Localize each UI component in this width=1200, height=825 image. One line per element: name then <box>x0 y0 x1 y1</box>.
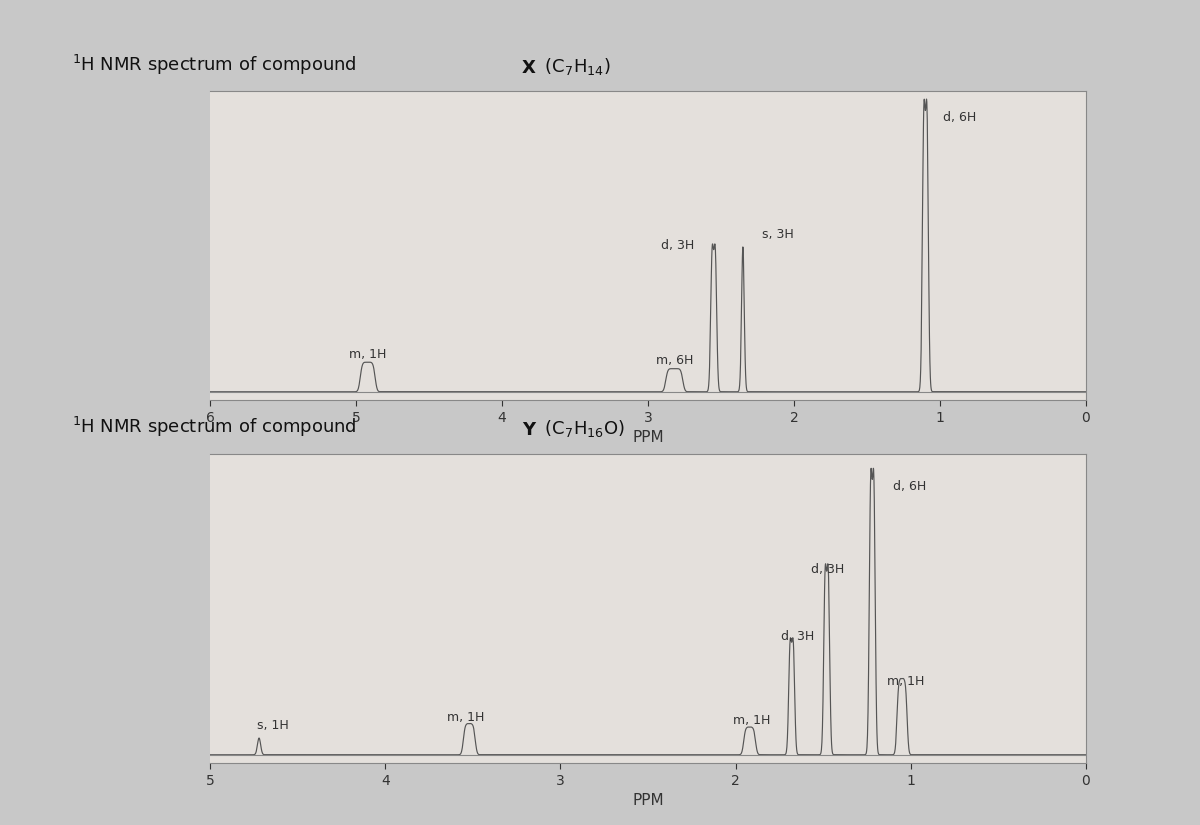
Text: d, 3H: d, 3H <box>661 239 695 252</box>
Text: (C$_7$H$_{14}$): (C$_7$H$_{14}$) <box>539 56 611 77</box>
X-axis label: PPM: PPM <box>632 430 664 446</box>
Text: m, 1H: m, 1H <box>888 675 925 688</box>
Text: X: X <box>522 59 536 77</box>
Text: (C$_7$H$_{16}$O): (C$_7$H$_{16}$O) <box>539 418 625 439</box>
Text: d, 6H: d, 6H <box>893 480 926 493</box>
Text: s, 1H: s, 1H <box>257 719 289 733</box>
Text: d, 3H: d, 3H <box>811 563 845 577</box>
Text: $^{1}$H NMR spectrum of compound: $^{1}$H NMR spectrum of compound <box>72 415 359 439</box>
Text: Y: Y <box>522 421 535 439</box>
Text: m, 6H: m, 6H <box>655 354 692 366</box>
Text: m, 1H: m, 1H <box>446 711 484 724</box>
Text: d, 3H: d, 3H <box>781 630 815 644</box>
X-axis label: PPM: PPM <box>632 793 664 808</box>
Text: m, 1H: m, 1H <box>349 348 386 361</box>
Text: s, 3H: s, 3H <box>762 229 793 241</box>
Text: m, 1H: m, 1H <box>733 714 770 727</box>
Text: d, 6H: d, 6H <box>943 111 976 125</box>
Text: $^{1}$H NMR spectrum of compound: $^{1}$H NMR spectrum of compound <box>72 53 359 77</box>
